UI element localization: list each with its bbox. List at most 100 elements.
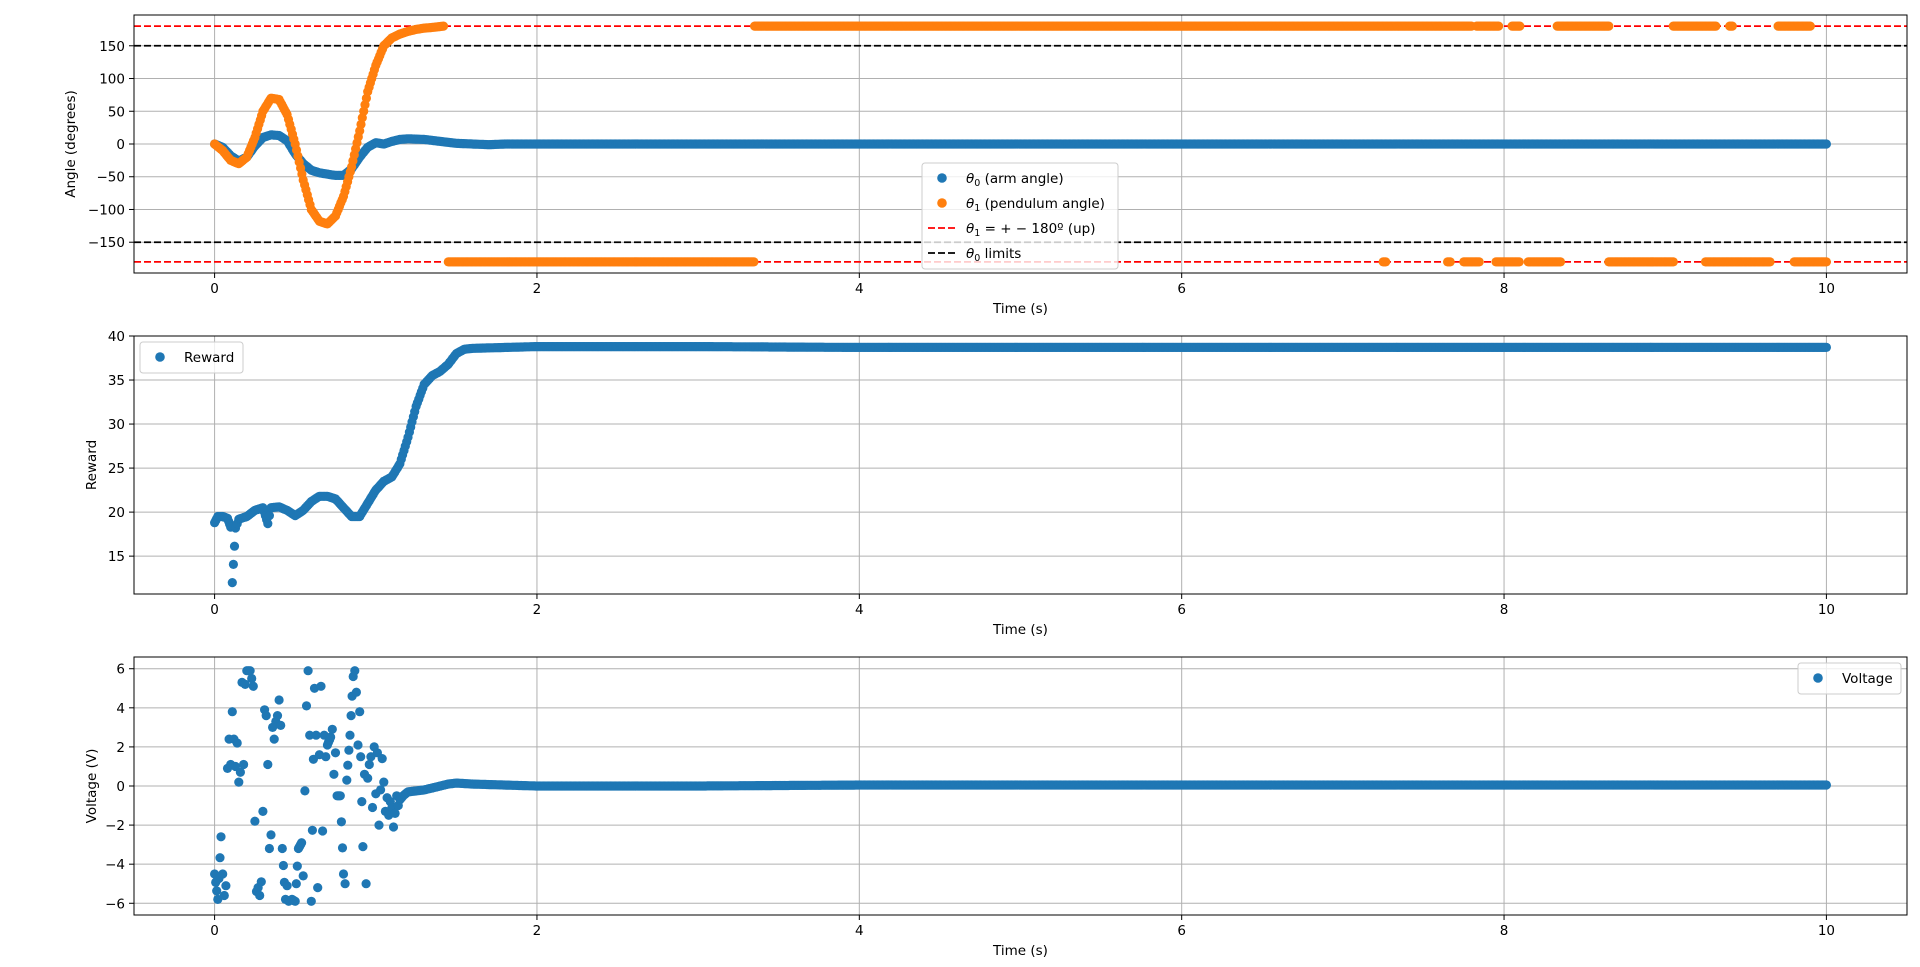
data-point <box>340 879 350 889</box>
x-tick-label: 8 <box>1500 281 1509 297</box>
data-point <box>264 843 274 854</box>
data-point <box>367 802 378 813</box>
data-point <box>330 748 341 758</box>
data-point <box>277 843 287 854</box>
data-point <box>1604 21 1614 31</box>
data-point <box>364 759 374 770</box>
legend-box <box>921 162 1119 270</box>
data-point <box>326 732 336 742</box>
data-point <box>350 666 360 676</box>
legend-item: θ0 limits <box>928 246 1021 264</box>
x-tick-label: 6 <box>1177 281 1186 297</box>
data-point <box>256 877 266 887</box>
data-point <box>1821 139 1831 149</box>
x-tick-label: 10 <box>1818 602 1835 618</box>
data-point <box>337 843 348 853</box>
x-tick-label: 4 <box>855 281 864 297</box>
data-point <box>1494 21 1504 31</box>
data-point <box>1821 257 1831 267</box>
legend: θ0 (arm angle) θ1 (pendulum angle) θ1 = + … <box>921 162 1119 270</box>
data-point <box>219 890 229 901</box>
data-point <box>263 759 273 770</box>
data-point <box>388 822 399 832</box>
data-point <box>303 666 313 676</box>
y-tick-label: −50 <box>97 170 126 186</box>
x-tick-label: 10 <box>1818 281 1835 297</box>
data-point <box>1555 257 1566 267</box>
y-tick-label: −100 <box>88 202 125 218</box>
data-point <box>377 754 387 764</box>
x-tick-label: 0 <box>210 281 219 297</box>
data-point <box>297 838 307 848</box>
data-point <box>232 738 242 748</box>
data-point <box>263 519 273 529</box>
data-point <box>266 830 276 840</box>
x-tick-label: 4 <box>855 602 864 618</box>
x-tick-label: 6 <box>1177 602 1186 618</box>
y-axis-label: Angle (degrees) <box>63 90 79 198</box>
data-point <box>1805 21 1815 31</box>
data-point <box>300 786 310 796</box>
data-point <box>250 816 260 826</box>
data-point <box>353 740 363 750</box>
series-1 <box>210 666 1831 906</box>
data-point <box>298 871 308 881</box>
data-point <box>327 724 337 734</box>
data-point <box>274 695 284 705</box>
data-point <box>318 826 328 836</box>
y-tick-label: 40 <box>108 329 125 345</box>
data-point <box>338 869 349 879</box>
data-point <box>316 681 326 691</box>
data-point <box>335 791 345 801</box>
data-point <box>1474 257 1484 267</box>
data-point <box>290 896 300 906</box>
data-point <box>306 896 316 906</box>
x-axis-label: Time (s) <box>992 301 1048 317</box>
y-tick-label: 100 <box>99 72 125 88</box>
data-point <box>272 711 283 721</box>
data-point <box>343 760 353 770</box>
data-point <box>1445 257 1455 267</box>
data-point <box>1381 257 1391 267</box>
legend-label: θ0 (arm angle) <box>966 171 1064 189</box>
legend-label: θ1 = + − 180º (up) <box>966 221 1096 239</box>
data-point <box>264 510 274 521</box>
x-axis-label: Time (s) <box>992 622 1048 638</box>
data-point <box>247 673 257 684</box>
data-point <box>346 711 356 721</box>
legend-label: Reward <box>184 350 234 366</box>
data-point <box>311 730 321 740</box>
series-1 <box>210 342 1831 588</box>
data-point <box>329 769 339 779</box>
data-point <box>321 752 331 762</box>
data-point <box>301 701 312 711</box>
x-tick-label: 2 <box>533 281 542 297</box>
data-point <box>357 797 367 807</box>
data-point <box>239 759 249 770</box>
series-2 <box>210 21 1831 267</box>
legend-item: θ1 (pendulum angle) <box>937 196 1105 214</box>
data-point <box>234 777 244 787</box>
legend-marker <box>155 352 165 362</box>
data-point <box>336 817 346 827</box>
data-point <box>363 773 373 783</box>
data-point <box>1515 21 1525 31</box>
x-tick-label: 0 <box>210 602 219 618</box>
legend-marker <box>937 198 947 208</box>
data-point <box>216 832 226 842</box>
data-point <box>379 777 389 787</box>
data-point <box>229 541 240 551</box>
data-point <box>245 666 255 676</box>
data-point <box>1765 257 1775 267</box>
data-point <box>276 720 286 731</box>
series-1 <box>210 130 1831 180</box>
y-axis-label: Reward <box>84 440 100 490</box>
legend-marker <box>937 173 947 183</box>
legend-label: θ0 limits <box>966 246 1021 264</box>
y-tick-label: 30 <box>108 417 125 433</box>
y-tick-label: 0 <box>116 137 125 153</box>
y-tick-label: 20 <box>108 505 125 521</box>
